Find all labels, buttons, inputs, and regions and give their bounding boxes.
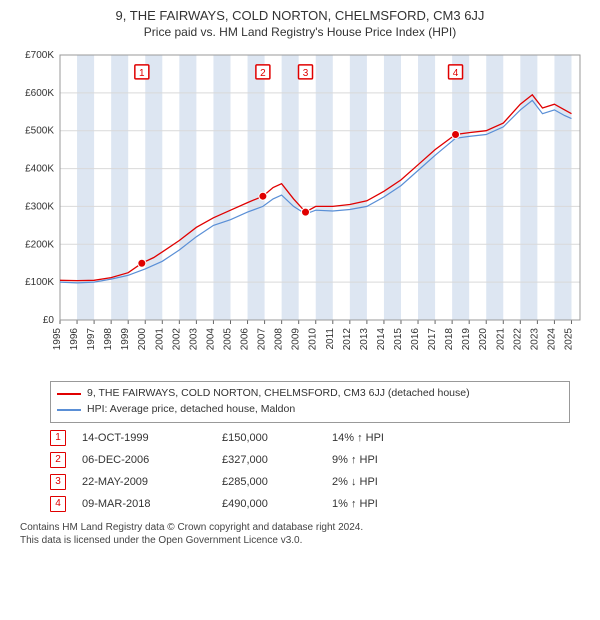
svg-text:1: 1 [139,68,145,79]
legend-label: HPI: Average price, detached house, Mald… [87,402,295,418]
svg-text:2: 2 [260,68,266,79]
svg-text:2010: 2010 [308,328,319,351]
event-diff: 9% ↑ HPI [332,454,432,466]
legend: 9, THE FAIRWAYS, COLD NORTON, CHELMSFORD… [50,381,570,423]
svg-text:£0: £0 [43,315,55,326]
svg-text:2021: 2021 [495,328,506,351]
legend-swatch-hpi [57,409,81,411]
legend-row: 9, THE FAIRWAYS, COLD NORTON, CHELMSFORD… [57,386,563,402]
svg-text:£400K: £400K [25,164,54,175]
svg-text:1996: 1996 [69,328,80,351]
svg-text:2007: 2007 [257,328,268,351]
svg-text:2008: 2008 [274,328,285,351]
event-price: £327,000 [222,454,332,466]
svg-text:2022: 2022 [512,328,523,351]
svg-text:2005: 2005 [222,328,233,351]
chart-title: 9, THE FAIRWAYS, COLD NORTON, CHELMSFORD… [10,8,590,23]
svg-text:£700K: £700K [25,50,54,61]
footer: Contains HM Land Registry data © Crown c… [20,521,580,547]
svg-text:2001: 2001 [154,328,165,351]
svg-text:2000: 2000 [137,328,148,351]
event-diff: 2% ↓ HPI [332,476,432,488]
svg-text:1998: 1998 [103,328,114,351]
footer-line: This data is licensed under the Open Gov… [20,534,580,547]
svg-text:£300K: £300K [25,201,54,212]
event-date: 14-OCT-1999 [82,432,222,444]
svg-text:2017: 2017 [427,328,438,351]
event-marker: 1 [50,430,66,446]
svg-text:2006: 2006 [240,328,251,351]
chart-subtitle: Price paid vs. HM Land Registry's House … [10,25,590,39]
event-price: £150,000 [222,432,332,444]
event-date: 06-DEC-2006 [82,454,222,466]
svg-text:£600K: £600K [25,88,54,99]
event-row: 1 14-OCT-1999£150,00014% ↑ HPI [50,427,570,449]
event-row: 2 06-DEC-2006£327,0009% ↑ HPI [50,449,570,471]
chart-container: 9, THE FAIRWAYS, COLD NORTON, CHELMSFORD… [0,0,600,553]
svg-text:2009: 2009 [291,328,302,351]
event-date: 09-MAR-2018 [82,498,222,510]
event-marker: 4 [50,496,66,512]
event-diff: 1% ↑ HPI [332,498,432,510]
svg-text:2013: 2013 [359,328,370,351]
line-chart: £0 £100K £200K £300K £400K £500K £600K £700K 199… [10,45,590,375]
svg-text:3: 3 [303,68,309,79]
svg-text:2004: 2004 [205,328,216,351]
event-date: 22-MAY-2009 [82,476,222,488]
svg-text:2015: 2015 [393,328,404,351]
event-price: £490,000 [222,498,332,510]
event-price: £285,000 [222,476,332,488]
svg-text:2018: 2018 [444,328,455,351]
legend-swatch-property [57,393,81,395]
svg-text:2025: 2025 [563,328,574,351]
svg-text:£500K: £500K [25,126,54,137]
svg-text:2016: 2016 [410,328,421,351]
event-diff: 14% ↑ HPI [332,432,432,444]
svg-text:4: 4 [453,68,459,79]
svg-text:2014: 2014 [376,328,387,351]
svg-text:£100K: £100K [25,277,54,288]
event-marker: 2 [50,452,66,468]
svg-text:2024: 2024 [546,328,557,351]
event-row: 3 22-MAY-2009£285,0002% ↓ HPI [50,471,570,493]
svg-text:1997: 1997 [86,328,97,351]
svg-text:2020: 2020 [478,328,489,351]
legend-label: 9, THE FAIRWAYS, COLD NORTON, CHELMSFORD… [87,386,470,402]
event-row: 4 09-MAR-2018£490,0001% ↑ HPI [50,493,570,515]
svg-text:2012: 2012 [342,328,353,351]
events-table: 1 14-OCT-1999£150,00014% ↑ HPI 2 06-DEC-200… [50,427,570,515]
svg-text:1995: 1995 [52,328,63,351]
svg-text:2023: 2023 [529,328,540,351]
svg-text:2002: 2002 [171,328,182,351]
event-marker: 3 [50,474,66,490]
footer-line: Contains HM Land Registry data © Crown c… [20,521,580,534]
legend-row: HPI: Average price, detached house, Mald… [57,402,563,418]
svg-text:1999: 1999 [120,328,131,351]
svg-text:2003: 2003 [188,328,199,351]
svg-text:2011: 2011 [325,328,336,350]
svg-text:2019: 2019 [461,328,472,351]
svg-text:£200K: £200K [25,239,54,250]
